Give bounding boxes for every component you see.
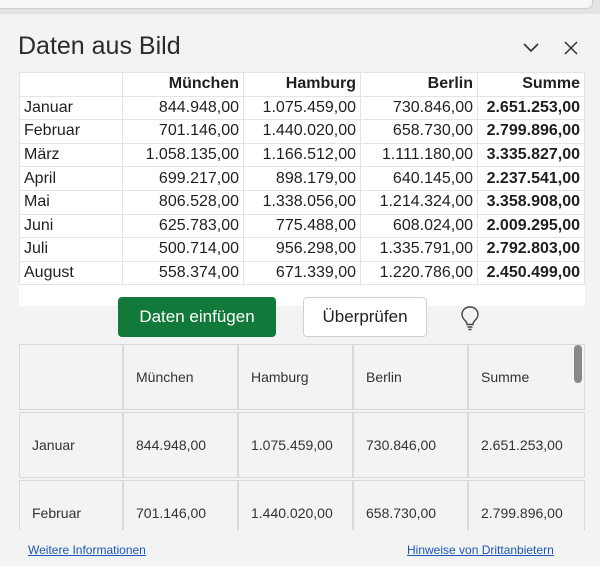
- close-icon[interactable]: [559, 36, 583, 60]
- image-header-cell: Hamburg: [243, 72, 361, 97]
- insert-data-button[interactable]: Daten einfügen: [118, 297, 276, 337]
- pane-title: Daten aus Bild: [18, 32, 181, 60]
- grid-month-cell[interactable]: Februar: [19, 480, 123, 530]
- value-cell: 1.214.324,00: [360, 189, 478, 215]
- value-cell: 658.730,00: [360, 119, 478, 144]
- value-cell: 844.948,00: [122, 95, 244, 121]
- data-preview-grid[interactable]: München Hamburg Berlin Summe Januar 844.…: [19, 344, 585, 530]
- image-table-header-row: München Hamburg Berlin Summe: [19, 72, 585, 97]
- value-cell: 956.298,00: [243, 237, 361, 262]
- value-cell: 1.075.459,00: [243, 95, 361, 121]
- sum-cell: 3.335.827,00: [477, 142, 585, 168]
- value-cell: 1.220.786,00: [360, 260, 478, 286]
- grid-corner-cell[interactable]: [19, 344, 123, 410]
- sum-cell: 3.358.908,00: [477, 189, 585, 215]
- table-row: März 1.058.135,00 1.166.512,00 1.111.180…: [19, 142, 585, 168]
- grid-scrollbar-thumb[interactable]: [574, 345, 582, 383]
- third-party-notices-link[interactable]: Hinweise von Drittanbietern: [407, 543, 554, 557]
- sum-cell: 2.450.499,00: [477, 260, 585, 286]
- data-from-picture-pane: Daten aus Bild München Hamburg Berlin Su…: [0, 14, 600, 566]
- month-cell: Februar: [19, 119, 123, 144]
- value-cell: 1.166.512,00: [243, 142, 361, 168]
- month-cell: Juni: [19, 213, 123, 239]
- table-row: August 558.374,00 671.339,00 1.220.786,0…: [19, 260, 585, 286]
- value-cell: 640.145,00: [360, 166, 478, 191]
- image-header-cell: München: [122, 72, 244, 97]
- image-header-cell: [19, 72, 123, 97]
- month-cell: April: [19, 166, 123, 191]
- grid-value-cell[interactable]: 844.948,00: [123, 412, 238, 478]
- grid-value-cell[interactable]: 1.440.020,00: [238, 480, 353, 530]
- grid-header-cell[interactable]: München: [123, 344, 238, 410]
- image-header-cell: Summe: [477, 72, 585, 97]
- value-cell: 701.146,00: [122, 119, 244, 144]
- grid-value-cell[interactable]: 701.146,00: [123, 480, 238, 530]
- table-row: Juni 625.783,00 775.488,00 608.024,00 2.…: [19, 213, 585, 239]
- value-cell: 775.488,00: [243, 213, 361, 239]
- sum-cell: 2.799.896,00: [477, 119, 585, 144]
- recognized-image-preview: München Hamburg Berlin Summe Januar 844.…: [19, 72, 585, 306]
- value-cell: 1.335.791,00: [360, 237, 478, 262]
- value-cell: 625.783,00: [122, 213, 244, 239]
- value-cell: 1.058.135,00: [122, 142, 244, 168]
- sum-cell: 2.009.295,00: [477, 213, 585, 239]
- grid-header-cell[interactable]: Summe: [468, 344, 585, 410]
- value-cell: 1.338.056,00: [243, 189, 361, 215]
- value-cell: 1.440.020,00: [243, 119, 361, 144]
- lightbulb-icon[interactable]: [457, 304, 483, 332]
- value-cell: 898.179,00: [243, 166, 361, 191]
- month-cell: August: [19, 260, 123, 286]
- month-cell: Januar: [19, 95, 123, 121]
- value-cell: 699.217,00: [122, 166, 244, 191]
- grid-value-cell[interactable]: 730.846,00: [353, 412, 468, 478]
- sum-cell: 2.792.803,00: [477, 237, 585, 262]
- table-row: Mai 806.528,00 1.338.056,00 1.214.324,00…: [19, 189, 585, 215]
- month-cell: März: [19, 142, 123, 168]
- grid-value-cell[interactable]: 658.730,00: [353, 480, 468, 530]
- month-cell: Juli: [19, 237, 123, 262]
- value-cell: 730.846,00: [360, 95, 478, 121]
- grid-month-cell[interactable]: Januar: [19, 412, 123, 478]
- grid-value-cell[interactable]: 2.799.896,00: [468, 480, 585, 530]
- grid-value-cell[interactable]: 2.651.253,00: [468, 412, 585, 478]
- grid-header-cell[interactable]: Hamburg: [238, 344, 353, 410]
- grid-header-cell[interactable]: Berlin: [353, 344, 468, 410]
- sum-cell: 2.651.253,00: [477, 95, 585, 121]
- value-cell: 671.339,00: [243, 260, 361, 286]
- value-cell: 1.111.180,00: [360, 142, 478, 168]
- image-table: München Hamburg Berlin Summe Januar 844.…: [19, 72, 585, 286]
- table-row: April 699.217,00 898.179,00 640.145,00 2…: [19, 166, 585, 191]
- value-cell: 608.024,00: [360, 213, 478, 239]
- top-strip: [0, 0, 600, 14]
- review-button[interactable]: Überprüfen: [303, 297, 427, 337]
- image-header-cell: Berlin: [360, 72, 478, 97]
- sum-cell: 2.237.541,00: [477, 166, 585, 191]
- grid-value-cell[interactable]: 1.075.459,00: [238, 412, 353, 478]
- more-info-link[interactable]: Weitere Informationen: [28, 543, 146, 557]
- value-cell: 806.528,00: [122, 189, 244, 215]
- value-cell: 558.374,00: [122, 260, 244, 286]
- chevron-down-icon[interactable]: [519, 36, 543, 60]
- table-row: Februar 701.146,00 1.440.020,00 658.730,…: [19, 119, 585, 144]
- table-row: Juli 500.714,00 956.298,00 1.335.791,00 …: [19, 237, 585, 262]
- month-cell: Mai: [19, 189, 123, 215]
- table-row: Januar 844.948,00 1.075.459,00 730.846,0…: [19, 95, 585, 121]
- value-cell: 500.714,00: [122, 237, 244, 262]
